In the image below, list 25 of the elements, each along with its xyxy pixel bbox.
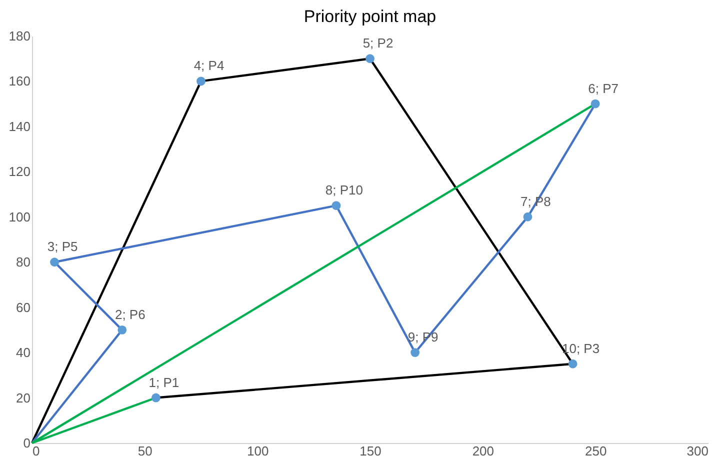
data-label: 4; P4 — [194, 58, 224, 74]
y-tick-label: 120 — [8, 164, 30, 180]
x-tick-label: 0 — [32, 444, 40, 458]
x-tick-label: 150 — [360, 444, 382, 458]
data-label: 10; P3 — [562, 340, 600, 356]
x-tick-label: 50 — [138, 444, 152, 458]
y-tick-label: 100 — [8, 209, 30, 224]
y-tick-label: 140 — [8, 118, 30, 134]
y-tick-label: 20 — [16, 390, 30, 406]
y-tick-label: 40 — [16, 345, 30, 360]
y-tick-label: 80 — [16, 254, 30, 270]
data-label: 6; P7 — [588, 80, 619, 96]
data-label: 1; P1 — [148, 374, 180, 390]
data-label: 8; P10 — [325, 182, 363, 198]
x-tick-label: 300 — [686, 444, 708, 458]
x-tick-label: 200 — [472, 444, 494, 458]
x-tick-label: 250 — [584, 444, 607, 458]
data-label: 3; P5 — [47, 239, 78, 254]
chart-title: Priority point map — [304, 7, 436, 26]
y-tick-label: 60 — [16, 300, 30, 315]
data-label: 5; P2 — [362, 36, 394, 51]
x-tick-label: 100 — [246, 444, 269, 458]
y-tick-label: 160 — [8, 74, 30, 89]
data-label: 2; P6 — [114, 306, 146, 322]
y-tick-label: 180 — [8, 28, 30, 44]
